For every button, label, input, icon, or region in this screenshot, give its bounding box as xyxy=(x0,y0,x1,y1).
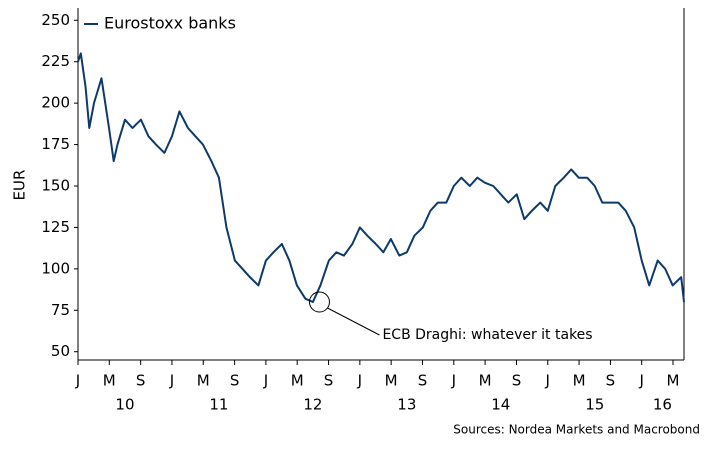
x-tick-label: M xyxy=(291,372,304,390)
y-tick-label: 100 xyxy=(41,259,70,277)
x-tick-label: J xyxy=(263,372,268,390)
source: Sources: Nordea Markets and Macrobond xyxy=(453,423,700,437)
annotation-circle xyxy=(308,291,330,313)
x-tick-label: M xyxy=(573,372,586,390)
y-tick-label: 250 xyxy=(41,11,70,29)
y-tick-label: 200 xyxy=(41,94,70,112)
x-tick-label: S xyxy=(324,372,334,390)
year-label: 12 xyxy=(303,396,322,414)
x-tick-label: J xyxy=(639,372,644,390)
year-label: 15 xyxy=(585,396,604,414)
year-label: 11 xyxy=(209,396,228,414)
y-tick-label: 50 xyxy=(51,342,70,360)
x-tick-label: S xyxy=(418,372,428,390)
year-label: 10 xyxy=(115,396,134,414)
legend-label: Eurostoxx banks xyxy=(104,14,236,33)
series-line xyxy=(77,52,685,303)
x-tick-label: M xyxy=(479,372,492,390)
x-tick-label: M xyxy=(385,372,398,390)
year-label: 14 xyxy=(491,396,510,414)
year-label: 13 xyxy=(397,396,416,414)
y-tick-label: 175 xyxy=(41,135,70,153)
x-tick-label: J xyxy=(357,372,362,390)
y-tick-label: 150 xyxy=(41,177,70,195)
y-tick-label: 75 xyxy=(51,301,70,319)
x-tick-label: S xyxy=(230,372,240,390)
x-tick-label: S xyxy=(512,372,522,390)
x-tick-label: M xyxy=(667,372,680,390)
x-tick-label: M xyxy=(103,372,116,390)
x-tick-label: S xyxy=(606,372,616,390)
x-tick-label: J xyxy=(545,372,550,390)
y-axis-label: EUR xyxy=(11,170,29,201)
y-tick-label: 125 xyxy=(41,218,70,236)
annotation-text: ECB Draghi: whatever it takes xyxy=(382,327,592,343)
x-tick-label: M xyxy=(197,372,210,390)
annotation-leader xyxy=(327,307,380,336)
x-tick-label: J xyxy=(75,372,80,390)
x-tick-label: J xyxy=(169,372,174,390)
x-tick-label: S xyxy=(136,372,146,390)
x-tick-label: J xyxy=(451,372,456,390)
y-tick-label: 225 xyxy=(41,52,70,70)
year-label: 16 xyxy=(653,396,672,414)
